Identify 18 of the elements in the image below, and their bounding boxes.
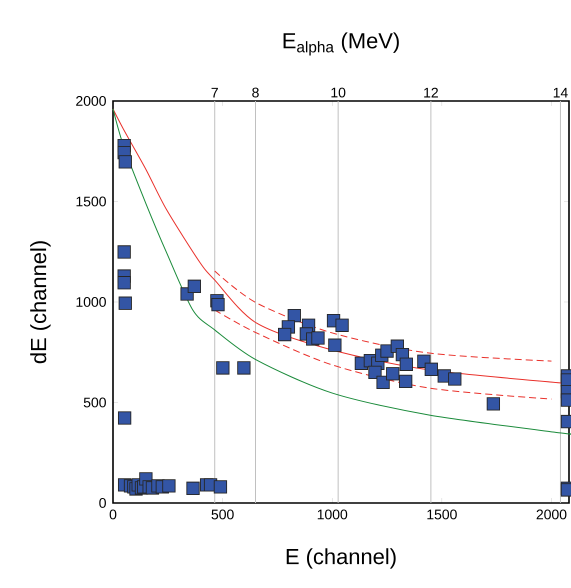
x-tick-label: 500: [212, 510, 234, 520]
x-tick-label: 1500: [427, 510, 457, 520]
annotation: 14: [554, 88, 568, 98]
x-tick-label: 0: [110, 510, 116, 520]
y-tick-label: 2000: [76, 96, 106, 106]
y-tick-label: 0: [99, 498, 106, 508]
x-tick-label: 1000: [318, 510, 348, 520]
annotation: 12: [424, 88, 438, 98]
annotation: 8: [252, 88, 259, 98]
x-axis-title: E (channel): [286, 548, 396, 569]
y-tick-label: 1500: [76, 196, 106, 206]
y-axis-title: dE (channel): [30, 241, 51, 364]
x-tick-label: 2000: [536, 510, 566, 520]
annotation: 10: [331, 88, 346, 98]
y-tick-label: 500: [84, 398, 106, 408]
x2-axis-title: E$_{alpha}$ (MeV): [284, 32, 399, 56]
y-tick-label: 1000: [76, 297, 106, 307]
annotation: 7: [212, 88, 218, 98]
